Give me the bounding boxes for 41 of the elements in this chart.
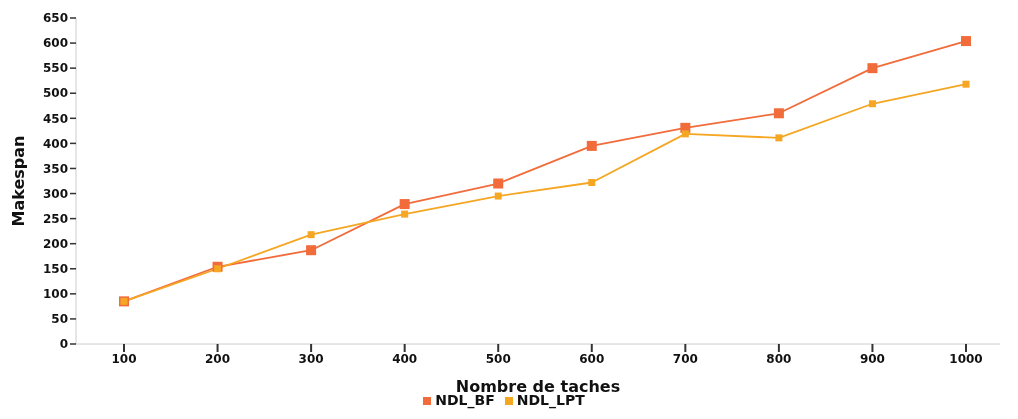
- x-tick-label: 600: [579, 351, 605, 366]
- point: [867, 63, 878, 74]
- x-tick-label: 300: [298, 351, 324, 366]
- x-tick-label: 700: [672, 351, 698, 366]
- y-tick-label: 300: [42, 186, 68, 201]
- y-axis-title: Makespan: [8, 135, 28, 227]
- y-tick-label: 400: [42, 136, 68, 151]
- y-tick-label: 150: [42, 262, 68, 277]
- x-tick-label: 100: [111, 351, 137, 366]
- point: [681, 130, 689, 138]
- x-tick-label: 800: [766, 351, 792, 366]
- y-tick-label: 0: [59, 337, 68, 352]
- point: [399, 199, 410, 210]
- point: [306, 245, 317, 256]
- y-tick-label: 600: [42, 36, 68, 51]
- point: [961, 36, 971, 47]
- x-tick-label: 200: [205, 351, 231, 366]
- x-tick-label: 500: [485, 351, 511, 366]
- point: [868, 100, 876, 108]
- y-tick-label: 650: [42, 11, 68, 26]
- point: [775, 134, 783, 142]
- x-tick-label: 1000: [949, 351, 983, 366]
- y-tick-label: 50: [51, 312, 68, 327]
- x-tick-label: 900: [859, 351, 885, 366]
- y-tick-label: 500: [42, 86, 68, 101]
- point: [962, 80, 970, 88]
- x-tick-label: 400: [392, 351, 418, 366]
- y-tick-label: 450: [42, 111, 68, 126]
- point: [588, 179, 596, 187]
- y-tick-label: 250: [42, 211, 68, 226]
- point: [401, 210, 409, 218]
- point: [773, 108, 784, 119]
- point: [214, 265, 222, 273]
- y-tick-label: 550: [42, 61, 68, 76]
- point: [493, 178, 504, 189]
- y-tick-label: 200: [42, 236, 68, 251]
- point: [494, 192, 502, 200]
- point: [586, 140, 597, 151]
- y-tick-label: 350: [42, 161, 68, 176]
- point: [307, 231, 315, 239]
- y-tick-label: 100: [42, 287, 68, 302]
